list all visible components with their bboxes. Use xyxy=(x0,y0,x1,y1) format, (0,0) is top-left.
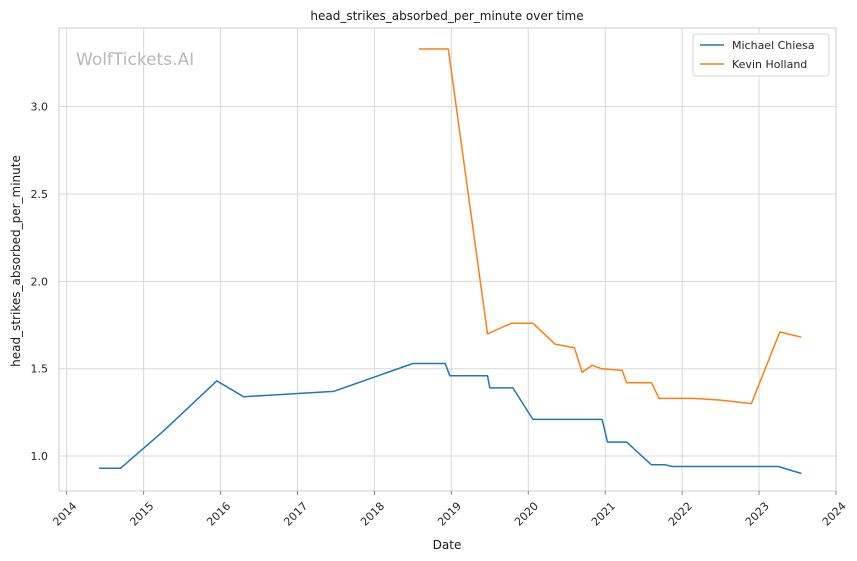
legend-label-kevin-holland: Kevin Holland xyxy=(732,58,807,71)
plot-frame xyxy=(58,27,837,492)
series-layer xyxy=(99,48,802,475)
y-axis-title: head_strikes_absorbed_per_minute xyxy=(9,155,23,367)
y-tick-label: 2.5 xyxy=(31,188,49,201)
y-tick-label: 2.0 xyxy=(31,275,49,288)
series-line-michael-chiesa xyxy=(99,362,802,475)
legend-box xyxy=(692,33,830,77)
y-tick-label: 3.0 xyxy=(31,101,49,114)
y-tick-label: 1.5 xyxy=(31,363,49,376)
y-axis-ticks: 1.0 1.5 2.0 2.5 3.0 xyxy=(31,101,49,463)
legend-label-michael-chiesa: Michael Chiesa xyxy=(732,39,815,52)
x-axis-title: Date xyxy=(433,538,462,552)
y-tick-label: 1.0 xyxy=(31,450,49,463)
chart-title: head_strikes_absorbed_per_minute over ti… xyxy=(310,9,583,23)
watermark: WolfTickets.AI xyxy=(76,50,194,70)
series-line-kevin-holland xyxy=(419,48,802,405)
legend: Michael Chiesa Kevin Holland xyxy=(692,33,830,77)
